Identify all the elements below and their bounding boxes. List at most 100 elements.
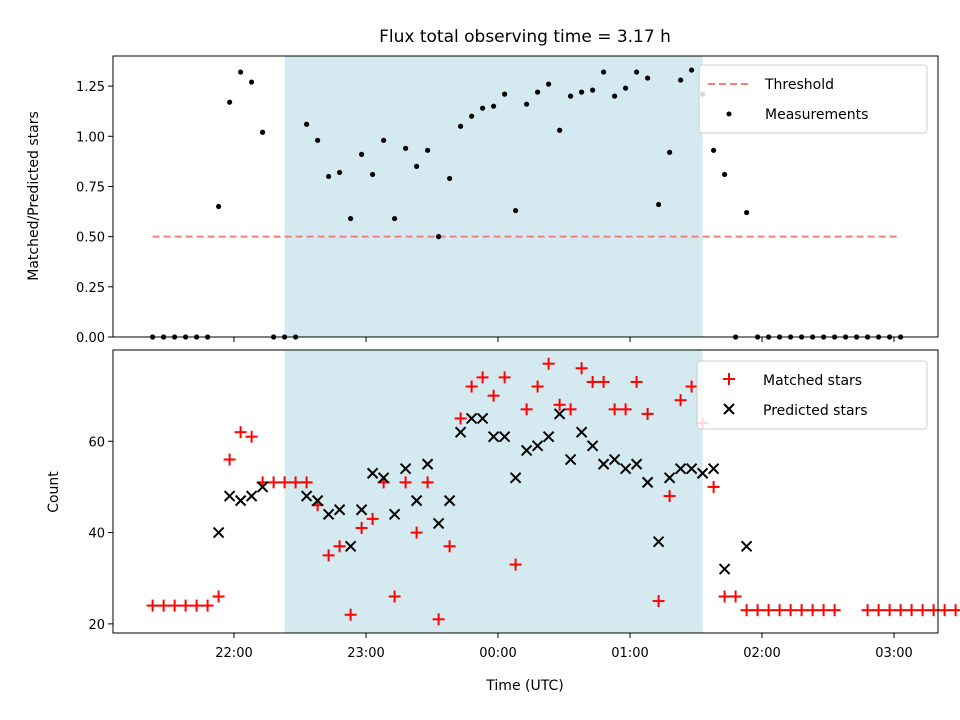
matched-star-point	[212, 590, 225, 603]
matched-star-point	[366, 512, 379, 525]
measurement-point	[568, 93, 574, 99]
x-stroke-b	[509, 472, 522, 484]
y-tick-label: 20	[88, 618, 105, 633]
predicted-star-point	[465, 412, 478, 425]
predicted-stars-series	[212, 408, 753, 575]
top-y-ticks: 0.00 0.25 0.50 0.75 1.00 1.25	[76, 80, 113, 346]
x-stroke-b	[498, 431, 511, 443]
predicted-star-point	[333, 504, 346, 516]
measurement-point	[370, 171, 376, 178]
measurement-point	[315, 137, 321, 143]
x-stroke-b	[399, 462, 412, 475]
measurement-point	[458, 123, 464, 129]
matched-star-point	[509, 558, 522, 571]
predicted-star-point	[608, 453, 621, 466]
matched-star-point	[355, 522, 368, 535]
matched-star-point	[806, 604, 819, 617]
matched-star-point	[531, 380, 544, 393]
matched-star-point	[498, 371, 511, 384]
predicted-star-point	[366, 467, 379, 479]
x-axis-label: Time (UTC)	[485, 678, 563, 694]
predicted-star-point	[575, 426, 588, 438]
x-stroke-b	[421, 458, 434, 470]
matched-star-point	[828, 604, 841, 617]
bottom-axes-frame	[112, 349, 939, 634]
measurement-point	[623, 85, 629, 91]
matched-star-point	[553, 398, 566, 411]
matched-star-point	[652, 595, 665, 608]
x-stroke-b	[366, 467, 379, 479]
predicted-star-point	[696, 467, 709, 479]
matched-star-point	[443, 540, 456, 553]
predicted-star-point	[674, 462, 687, 475]
measurement-point	[392, 215, 398, 222]
x-stroke-b	[740, 540, 753, 552]
x-stroke-b	[696, 467, 709, 479]
legend-measurements-swatch	[726, 111, 732, 117]
x-stroke-b	[630, 458, 643, 470]
predicted-star-point	[399, 462, 412, 475]
x-stroke-b	[685, 462, 698, 475]
x-stroke-b	[300, 490, 313, 502]
y-tick-label: 0.50	[76, 231, 105, 246]
measurement-point	[359, 151, 365, 157]
predicted-star-point	[212, 526, 225, 539]
predicted-star-point	[344, 540, 357, 552]
top-legend-box	[698, 64, 928, 134]
x-stroke-b	[454, 426, 467, 438]
matched-star-point	[146, 599, 159, 612]
predicted-star-point	[652, 536, 665, 548]
measurement-point	[645, 75, 651, 81]
matched-star-point	[619, 403, 632, 416]
x-stroke-b	[344, 540, 357, 552]
predicted-star-point	[300, 490, 313, 502]
measurement-point	[414, 163, 420, 169]
measurement-point	[678, 77, 684, 83]
matched-star-point	[410, 526, 423, 539]
measurement-point	[348, 215, 354, 222]
measurement-point	[403, 145, 409, 151]
matched-star-point	[179, 599, 192, 612]
predicted-star-point	[223, 490, 236, 502]
x-stroke-b	[663, 472, 676, 484]
x-stroke-b	[333, 504, 346, 516]
legend-matched-label: Matched stars	[763, 373, 862, 389]
bottom-y-ticks: 20 40 60	[88, 435, 113, 633]
matched-star-point	[795, 604, 808, 617]
matched-star-point	[223, 453, 236, 466]
predicted-star-point	[355, 504, 368, 516]
measurement-point	[491, 103, 497, 109]
matched-star-point	[674, 394, 687, 407]
x-stroke-b	[212, 526, 225, 539]
matched-star-point	[289, 476, 302, 489]
measurement-point	[744, 209, 750, 216]
matched-star-point	[190, 599, 203, 612]
bottom-panel: 20 40 60 22:00 23:00 00:00 01:00 02:00 03:00 Co…	[46, 349, 960, 694]
matched-star-point	[388, 590, 401, 603]
measurement-point	[601, 69, 607, 75]
measurement-point	[425, 147, 431, 153]
y-tick-label: 0.00	[76, 331, 105, 346]
matched-star-point	[630, 375, 643, 388]
matched-star-point	[872, 604, 885, 617]
y-tick-label: 1.25	[76, 80, 105, 95]
predicted-star-point	[520, 444, 533, 457]
matched-star-point	[575, 362, 588, 375]
matched-star-point	[487, 389, 500, 402]
measurement-point	[227, 99, 233, 105]
chart-title: Flux total observing time = 3.17 h	[379, 27, 671, 47]
predicted-star-point	[740, 540, 753, 552]
predicted-star-point	[421, 458, 434, 470]
matched-star-point	[883, 604, 896, 617]
measurement-point	[381, 137, 387, 143]
matched-star-point	[333, 540, 346, 553]
measurement-point	[447, 175, 453, 182]
x-stroke-b	[476, 412, 489, 425]
x-stroke-b	[619, 462, 632, 475]
x-stroke-b	[520, 444, 533, 457]
measurement-point	[260, 129, 266, 135]
x-tick-label: 23:00	[347, 646, 384, 661]
matched-star-point	[454, 412, 467, 425]
bottom-legend: Matched stars Predicted stars	[696, 360, 928, 430]
predicted-star-point	[432, 517, 445, 530]
